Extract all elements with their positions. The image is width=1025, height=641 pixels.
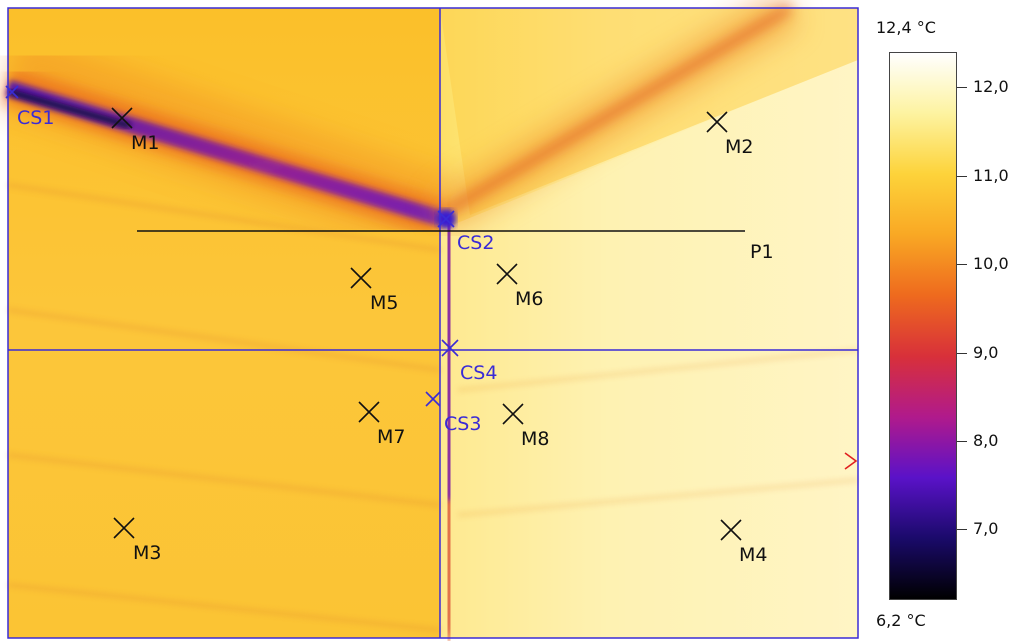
m7-label: M7 (377, 426, 405, 448)
m3-label: M3 (133, 542, 161, 564)
m6-label: M6 (515, 288, 543, 310)
m5-label: M5 (370, 292, 398, 314)
cs1-label: CS1 (17, 107, 54, 129)
m4-marker-icon[interactable] (720, 519, 742, 541)
cs4-label: CS4 (460, 362, 497, 384)
scale-tick-mark (957, 175, 967, 177)
cs1-marker-icon[interactable] (5, 85, 19, 99)
cs4-marker-icon[interactable] (441, 339, 459, 357)
image-frame (7, 7, 859, 639)
m5-marker-icon[interactable] (350, 267, 372, 289)
m4-label: M4 (739, 544, 767, 566)
scale-pointer-icon (844, 452, 858, 470)
scale-tick-mark (957, 352, 967, 354)
scale-tick-mark (957, 87, 967, 89)
cs2-marker-icon[interactable] (437, 210, 455, 228)
scale-tick-mark (957, 440, 967, 442)
m1-label: M1 (131, 132, 159, 154)
m3-marker-icon[interactable] (113, 517, 135, 539)
m2-label: M2 (725, 136, 753, 158)
m8-label: M8 (521, 428, 549, 450)
scale-tick-label: 11,0 (973, 165, 1009, 185)
scale-tick-mark (957, 264, 967, 266)
scale-tick-label: 8,0 (973, 430, 999, 450)
profile-label-p1: P1 (750, 241, 774, 263)
cs2-label: CS2 (457, 232, 494, 254)
thermal-image: P1 CS1 CS2 CS3 CS4 M1 M2 M3 M4 M5 M6 M7 … (0, 0, 859, 639)
m1-marker-icon[interactable] (111, 107, 133, 129)
cs3-label: CS3 (444, 413, 481, 435)
scale-tick-label: 7,0 (973, 519, 999, 539)
scale-tick-label: 10,0 (973, 254, 1009, 274)
m7-marker-icon[interactable] (358, 401, 380, 423)
color-scale-bar (889, 52, 957, 600)
m6-marker-icon[interactable] (496, 263, 518, 285)
m2-marker-icon[interactable] (706, 111, 728, 133)
scale-min-label: 6,2 °C (876, 611, 926, 630)
cs3-marker-icon[interactable] (425, 391, 441, 407)
scale-tick-label: 9,0 (973, 342, 999, 362)
m8-marker-icon[interactable] (502, 403, 524, 425)
scale-max-label: 12,4 °C (876, 18, 936, 37)
scale-tick-mark (957, 529, 967, 531)
scale-tick-label: 12,0 (973, 77, 1009, 97)
